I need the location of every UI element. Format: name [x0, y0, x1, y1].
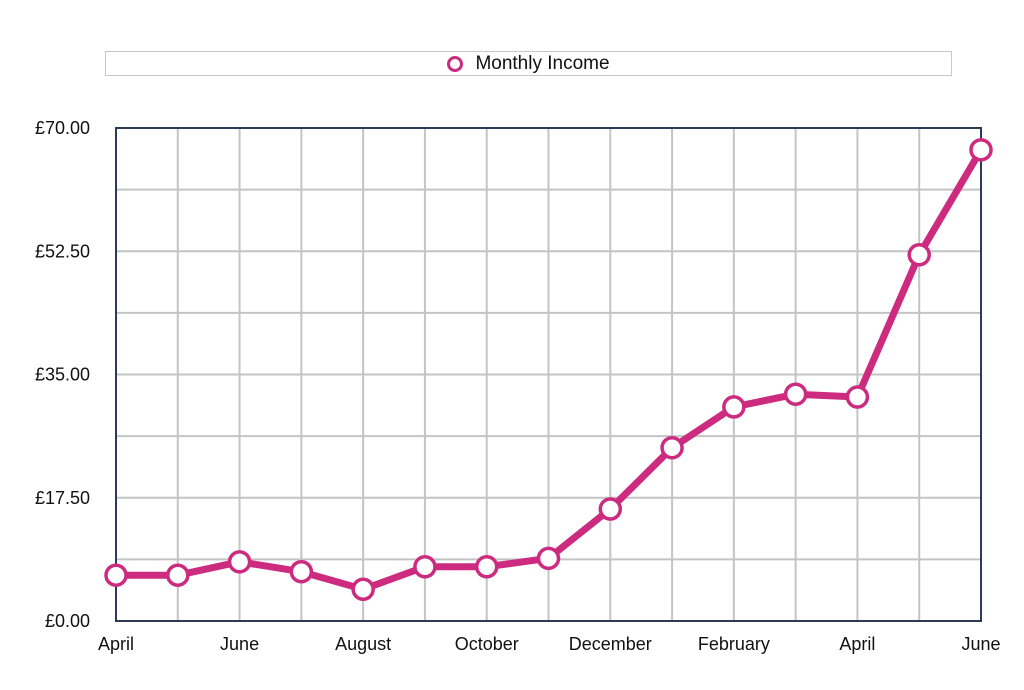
y-tick-label: £0.00: [45, 611, 90, 631]
x-tick-label: October: [455, 634, 519, 654]
y-tick-label: £52.50: [35, 241, 90, 261]
legend: Monthly Income: [105, 51, 952, 76]
data-point: [166, 563, 190, 587]
plot-frame: [115, 127, 982, 622]
data-point: [351, 577, 375, 602]
data-point: [536, 546, 561, 571]
data-point: [722, 395, 746, 419]
y-tick-label: £35.00: [35, 365, 90, 385]
data-point: [783, 382, 808, 406]
data-point: [289, 559, 314, 584]
data-point: [660, 435, 684, 460]
x-tick-label: June: [961, 634, 1000, 654]
data-point: [598, 497, 623, 521]
legend-label: Monthly Income: [475, 52, 610, 74]
data-point: [104, 563, 128, 587]
x-tick-label: June: [220, 634, 259, 654]
x-tick-label: April: [98, 634, 134, 654]
data-point: [413, 555, 437, 579]
data-point: [227, 550, 252, 574]
y-tick-label: £70.00: [35, 118, 90, 138]
data-point: [845, 385, 870, 409]
data-point: [907, 243, 931, 267]
x-tick-label: April: [839, 634, 875, 654]
x-tick-label: December: [569, 634, 652, 654]
y-tick-label: £17.50: [35, 488, 90, 508]
legend-marker-icon: [447, 55, 464, 72]
data-point: [474, 555, 499, 579]
data-point: [969, 138, 993, 162]
x-tick-label: August: [335, 634, 391, 654]
x-tick-label: February: [698, 634, 770, 654]
